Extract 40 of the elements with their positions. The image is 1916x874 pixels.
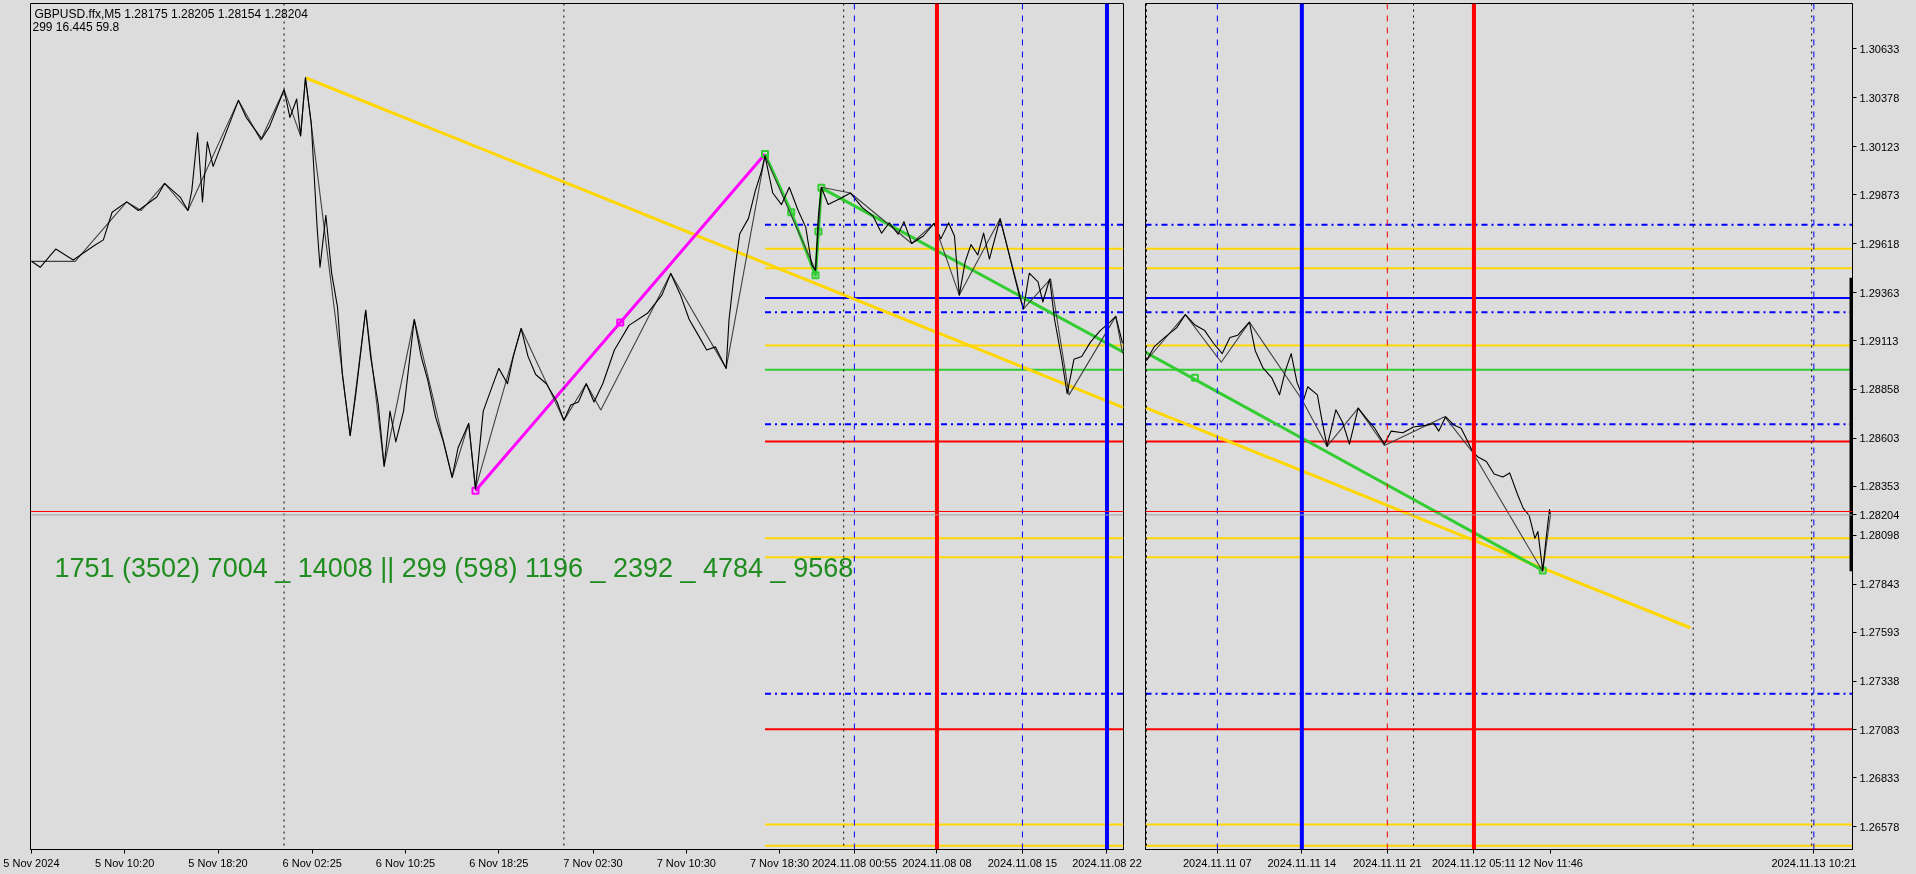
- y-tick-label: 1.29113: [1859, 334, 1899, 347]
- text: 299 16.445 59.8: [32, 19, 120, 34]
- x-tick-label: 2024.11.11 14: [1267, 856, 1337, 869]
- y-tick-label: 1.30123: [1859, 140, 1900, 153]
- x-tick-label: 2024.11.13 10:21: [1771, 856, 1857, 869]
- y-tick-label: 1.28353: [1859, 480, 1900, 493]
- x-tick-label: 2024.11.08 00:55: [811, 856, 897, 869]
- x-tick-label: 2024.11.11 21: [1352, 856, 1422, 869]
- x-tick-label: 6 Nov 10:25: [375, 856, 436, 869]
- y-tick-label: 1.29618: [1859, 237, 1900, 250]
- chart-title: GBPUSD.ffx,M5 1.28175 1.28205 1.28154 1.28204: [34, 6, 309, 21]
- x-tick-label: 6 Nov 02:25: [282, 856, 342, 869]
- y-tick-label: 1.27083: [1859, 723, 1900, 736]
- x-tick-label: 5 Nov 18:20: [188, 856, 248, 869]
- y-tick-label: 1.27843: [1859, 578, 1900, 591]
- y-tick-label: 1.30633: [1859, 42, 1900, 55]
- y-tick-label: 1.29363: [1859, 286, 1900, 299]
- x-tick-label: 7 Nov 18:30: [749, 856, 810, 869]
- x-tick-label: 2024.11.08 08: [902, 856, 972, 869]
- x-tick-label: 2024.11.08 15: [987, 856, 1058, 869]
- y-tick-label: 1.30378: [1859, 91, 1900, 104]
- annotation: 1751 (3502) 7004 _ 14008 || 299 (598) 1196 _ 2392 _ 4784 _ 9568: [54, 552, 854, 583]
- y-tick-label: 1.28204: [1859, 508, 1900, 521]
- x-tick-label: 12 Nov 11:46: [1518, 856, 1583, 869]
- y-tick-label: 1.27593: [1859, 626, 1900, 639]
- x-tick-label: 2024.11.11 07: [1183, 856, 1252, 869]
- x-tick-label: 5 Nov 2024: [3, 856, 60, 869]
- y-tick-label: 1.28603: [1859, 432, 1900, 445]
- x-tick-label: 2024.11.08 22: [1072, 856, 1142, 869]
- x-tick-label: 6 Nov 18:25: [469, 856, 529, 869]
- y-tick-label: 1.28098: [1859, 529, 1900, 542]
- x-tick-label: 7 Nov 02:30: [563, 856, 623, 869]
- y-tick-label: 1.26833: [1859, 771, 1900, 784]
- y-tick-label: 1.28858: [1859, 383, 1900, 396]
- x-tick-label: 2024.11.12 05:11: [1431, 856, 1516, 869]
- y-tick-label: 1.29873: [1859, 188, 1900, 201]
- y-tick-label: 1.27338: [1859, 675, 1900, 688]
- y-tick-label: 1.26578: [1859, 820, 1900, 833]
- x-tick-label: 7 Nov 10:30: [656, 856, 716, 869]
- x-tick-label: 5 Nov 10:20: [95, 856, 155, 869]
